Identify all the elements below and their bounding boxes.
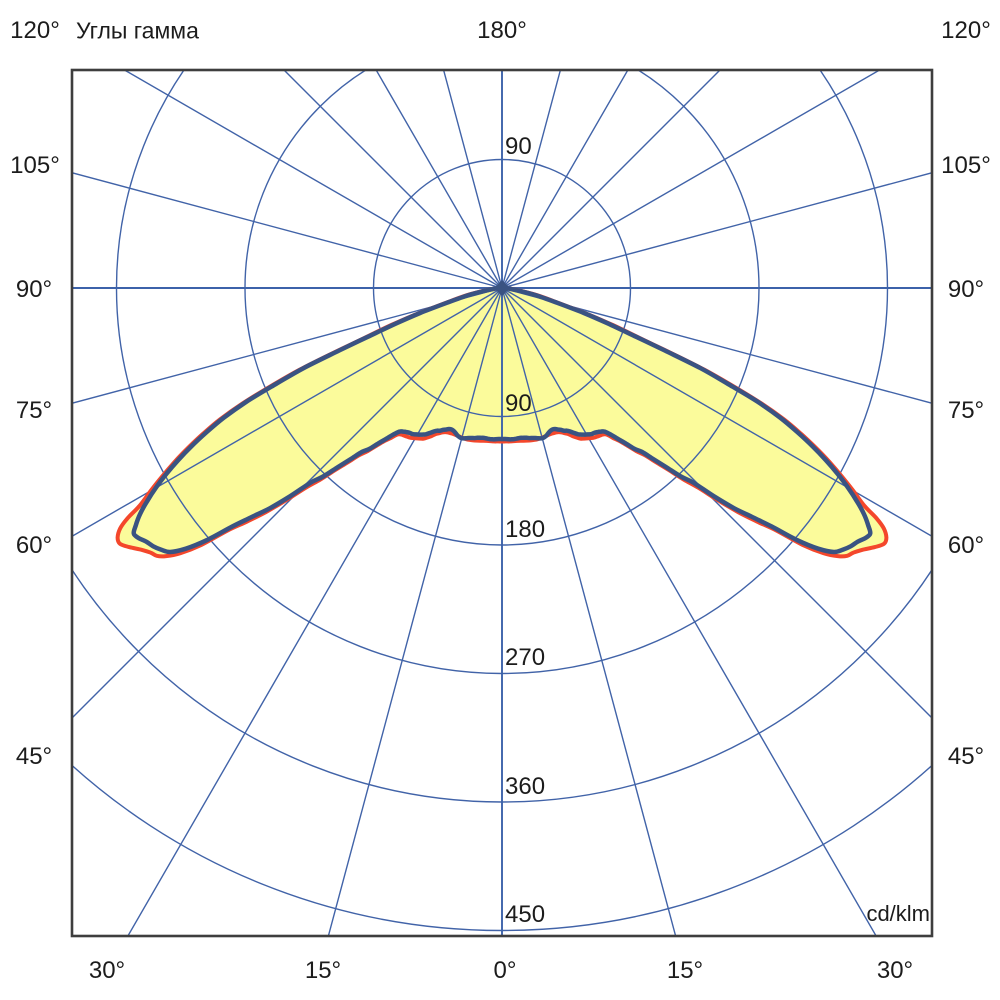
radial-tick-label-5: 450 — [505, 901, 546, 928]
grid-ray-45 — [501, 287, 932, 719]
grid-ray-225 — [283, 70, 503, 289]
gamma-angle-label-2: 120° — [941, 17, 991, 44]
grid-ray-60 — [501, 287, 877, 936]
plot-frame — [70, 68, 934, 938]
grid-ray-135 — [72, 287, 503, 719]
gamma-angle-label-9: 60° — [15, 532, 53, 559]
curve-blue — [131, 285, 873, 555]
curve-red — [115, 286, 889, 559]
gamma-angle-label-8: 75° — [947, 397, 985, 424]
gamma-angle-label-4: 105° — [941, 152, 991, 179]
grid-ray-165 — [72, 287, 503, 404]
grid-ray-255 — [442, 70, 503, 289]
grid-ray-240 — [375, 70, 503, 289]
radial-tick-label-4: 360 — [505, 773, 546, 800]
grid-ray-75 — [501, 287, 677, 936]
gamma-angle-label-17: 30° — [876, 957, 914, 984]
gamma-angle-label-7: 75° — [15, 397, 53, 424]
grid-ray-150 — [72, 287, 503, 538]
gamma-angle-label-6: 90° — [947, 276, 985, 303]
gamma-angle-label-15: 0° — [493, 957, 517, 984]
gamma-angle-label-13: 30° — [88, 957, 126, 984]
gamma-angle-label-12: 45° — [947, 743, 985, 770]
center-node — [494, 280, 510, 296]
gamma-angle-label-10: 60° — [947, 532, 985, 559]
grid-ray-210 — [123, 70, 503, 289]
grid-ray-15 — [501, 287, 932, 404]
grid-ray-315 — [501, 70, 721, 289]
grid-ray-195 — [72, 172, 503, 289]
page-title: Углы гамма — [76, 17, 199, 44]
units-label: cd/klm — [866, 901, 930, 926]
gamma-angle-label-1: 180° — [477, 17, 527, 44]
gamma-angle-label-5: 90° — [15, 276, 53, 303]
gamma-angle-label-14: 15° — [304, 957, 342, 984]
gamma-angle-label-11: 45° — [15, 743, 53, 770]
grid-ray-120 — [127, 287, 503, 936]
gamma-angle-label-16: 15° — [666, 957, 704, 984]
grid-ray-285 — [501, 70, 562, 289]
grid-ray-30 — [501, 287, 932, 538]
radial-tick-label-0: 90 — [505, 133, 532, 160]
grid-ray-330 — [501, 70, 881, 289]
gamma-angle-label-0: 120° — [10, 17, 60, 44]
grid-ray-345 — [501, 172, 932, 289]
radial-tick-label-3: 270 — [505, 644, 546, 671]
radial-tick-label-2: 180 — [505, 516, 546, 543]
grid-ray-300 — [501, 70, 629, 289]
grid-circle-450 — [72, 764, 932, 932]
gamma-angle-label-3: 105° — [10, 152, 60, 179]
radial-tick-label-1: 90 — [505, 390, 532, 417]
grid-ray-105 — [327, 287, 503, 936]
